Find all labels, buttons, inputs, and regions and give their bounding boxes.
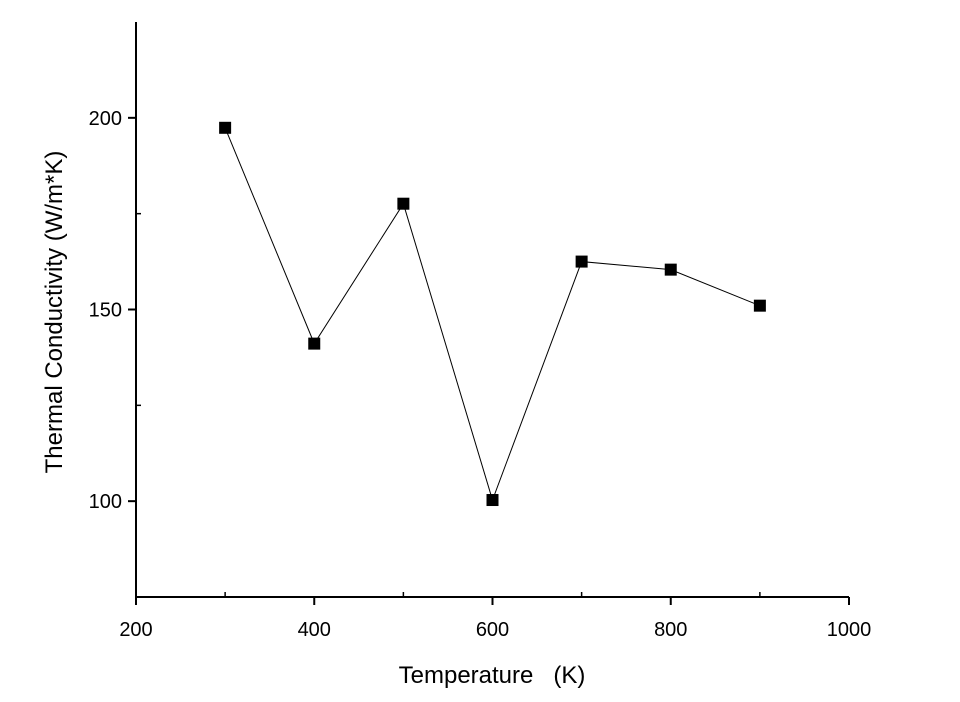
- y-tick-label: 100: [89, 491, 122, 513]
- data-point-marker: [219, 121, 232, 134]
- axes: [135, 22, 849, 598]
- x-axis-title: Temperature (K): [399, 662, 586, 689]
- y-axis-title: Thermal Conductivity (W/m*K): [41, 151, 68, 474]
- x-tick-label: 1000: [827, 619, 872, 641]
- data-point-marker: [397, 197, 410, 210]
- x-tick-label: 200: [119, 619, 152, 641]
- ticks: 200 400 600 800 1000 100 150 200: [89, 108, 872, 641]
- y-tick-label: 150: [89, 300, 122, 322]
- data-point-marker: [753, 299, 766, 312]
- series-line: [224, 127, 761, 502]
- y-tick-label: 200: [89, 108, 122, 130]
- data-point-marker: [486, 494, 499, 507]
- data-point-marker: [664, 263, 677, 276]
- series: [219, 121, 766, 507]
- data-point-marker: [308, 337, 321, 350]
- x-tick-label: 600: [476, 619, 509, 641]
- x-tick-label: 400: [298, 619, 331, 641]
- data-point-marker: [575, 255, 588, 268]
- x-tick-label: 800: [654, 619, 687, 641]
